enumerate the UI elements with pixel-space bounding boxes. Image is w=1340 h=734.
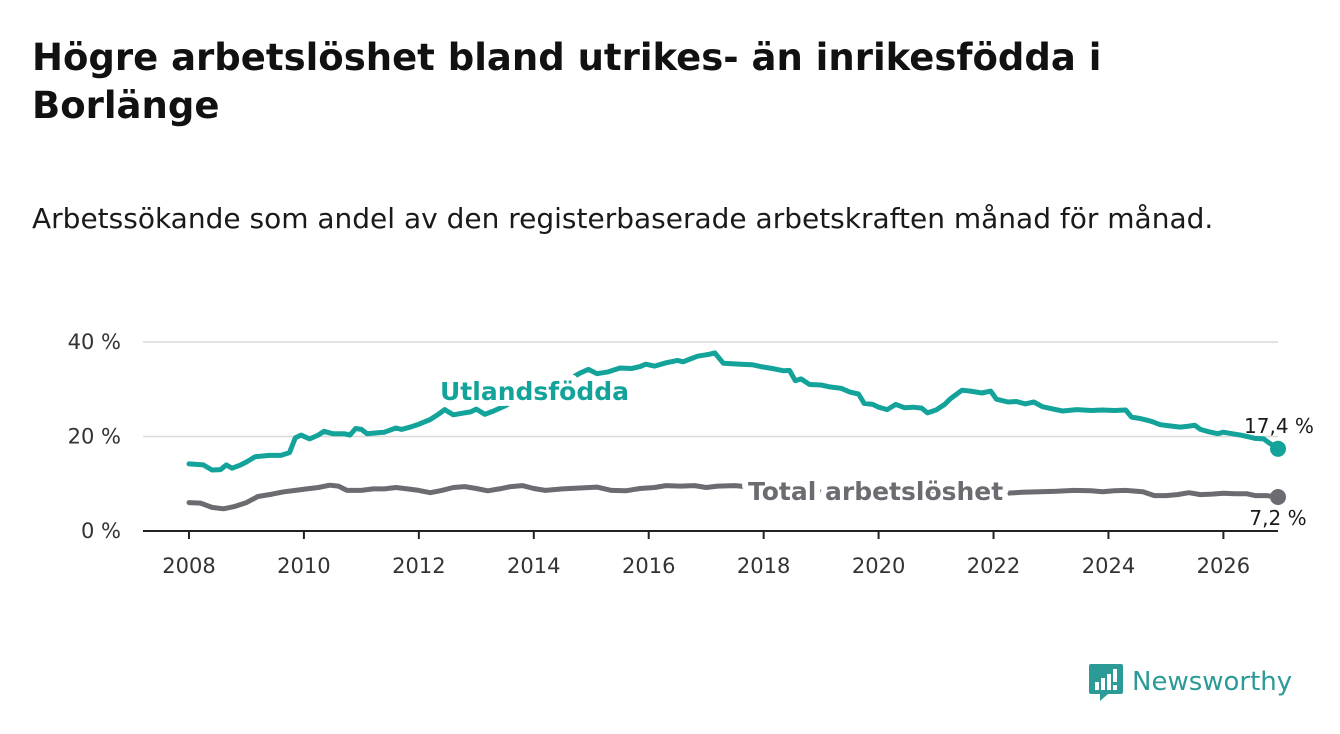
total-series-label-halo: Total arbetslöshet bbox=[748, 477, 1003, 506]
brand-name: Newsworthy bbox=[1132, 667, 1293, 697]
chart-title: Högre arbetslöshet bland utrikes- än inr… bbox=[32, 36, 1102, 127]
y-axis: 0 % 20 % 40 % bbox=[68, 330, 121, 543]
foreign-end-value-label: 17,4 % bbox=[1244, 414, 1314, 438]
foreign-end-marker bbox=[1270, 440, 1286, 457]
y-tick-label: 40 % bbox=[68, 330, 121, 354]
foreign-series-line bbox=[186, 350, 1281, 473]
x-axis: 2008 2010 2012 2014 2016 2018 2020 2022 2024 2026 bbox=[143, 530, 1278, 578]
total-end-marker bbox=[1270, 488, 1286, 505]
x-tick-label: 2018 bbox=[737, 554, 790, 578]
gridlines bbox=[143, 341, 1278, 438]
total-end-value-label: 7,2 % bbox=[1249, 506, 1306, 530]
foreign-series-label: Utlandsfödda bbox=[440, 377, 629, 406]
chart-subtitle: Arbetssökande som andel av den registerb… bbox=[32, 202, 1214, 235]
total-series-line bbox=[186, 482, 1281, 512]
x-tick-label: 2020 bbox=[852, 554, 905, 578]
total-series-label: Total arbetslöshet bbox=[748, 477, 1003, 506]
newsworthy-logo-icon bbox=[1089, 664, 1123, 701]
x-tick-label: 2024 bbox=[1082, 554, 1135, 578]
x-tick-label: 2010 bbox=[277, 554, 330, 578]
y-tick-label: 20 % bbox=[68, 425, 121, 449]
x-tick-label: 2026 bbox=[1197, 554, 1250, 578]
line-chart: 0 % 20 % 40 % 2008 2010 2012 2014 2016 2018 2020… bbox=[68, 330, 1314, 578]
y-tick-label: 0 % bbox=[81, 519, 121, 543]
x-tick-label: 2014 bbox=[507, 554, 560, 578]
series-lines bbox=[186, 350, 1286, 512]
x-tick-label: 2008 bbox=[162, 554, 215, 578]
x-tick-label: 2016 bbox=[622, 554, 675, 578]
foreign-series-label-halo: Utlandsfödda bbox=[440, 377, 629, 406]
x-tick-label: 2012 bbox=[392, 554, 445, 578]
x-tick-label: 2022 bbox=[967, 554, 1020, 578]
newsworthy-brand: Newsworthy bbox=[1088, 660, 1292, 704]
